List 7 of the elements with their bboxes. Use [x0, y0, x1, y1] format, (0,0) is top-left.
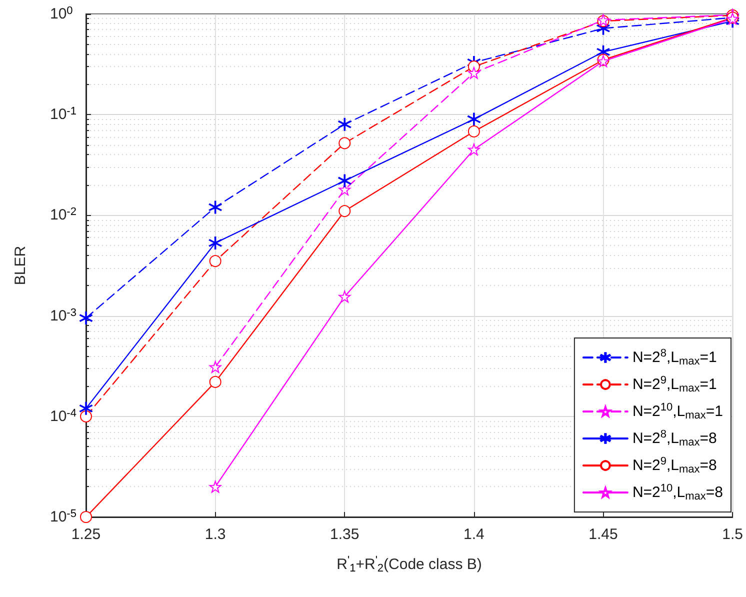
x-tick-label: 1.4: [464, 526, 484, 543]
y-axis-title: BLER: [12, 246, 29, 286]
x-tick-label: 1.25: [71, 526, 101, 543]
x-tick-label: 1.45: [588, 526, 618, 543]
x-tick-label: 1.35: [330, 526, 360, 543]
x-tick-label: 1.5: [722, 526, 744, 543]
x-tick-label: 1.3: [204, 526, 226, 543]
